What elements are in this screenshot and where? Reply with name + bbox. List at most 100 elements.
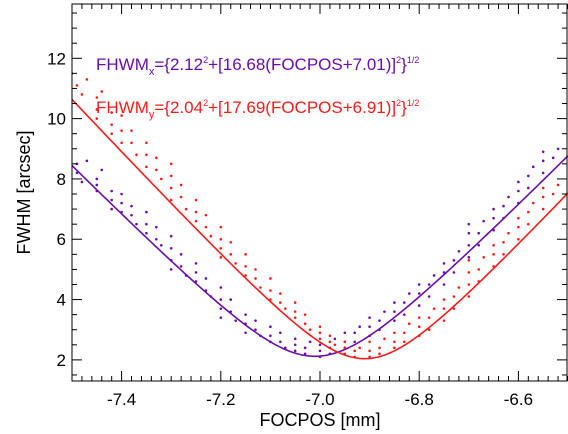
data-point: [179, 265, 183, 268]
y-tick-label: 2: [57, 351, 66, 370]
data-point: [110, 189, 113, 193]
data-point: [135, 153, 138, 157]
data-point: [293, 310, 297, 313]
data-point: [293, 343, 297, 347]
axes: [71, 3, 568, 382]
data-point: [467, 231, 471, 235]
data-point: [244, 313, 247, 316]
data-point: [368, 325, 371, 329]
data-point: [482, 219, 485, 223]
data-point: [393, 301, 396, 304]
data-point: [527, 210, 530, 214]
data-point: [417, 292, 421, 295]
data-point: [403, 340, 406, 344]
data-point: [169, 247, 173, 250]
data-point: [457, 250, 461, 253]
data-point: [234, 319, 237, 322]
data-point: [155, 156, 158, 160]
data-point: [80, 93, 84, 96]
data-point: [393, 319, 396, 322]
y-tick-label: 10: [47, 110, 66, 129]
fit-equation-x: FHWMx={2.122+[16.68(FOCPOS+7.01)]2}1/2: [96, 55, 419, 78]
data-point: [308, 340, 312, 344]
data-point: [343, 346, 347, 350]
data-point: [502, 240, 505, 244]
y-axis-title: FWHM [arcsec]: [14, 131, 34, 255]
data-point: [169, 174, 173, 178]
y-tick-label: 6: [57, 230, 66, 249]
data-point: [551, 192, 555, 196]
data-point: [477, 268, 481, 271]
data-point: [293, 301, 297, 304]
data-point: [120, 141, 123, 145]
data-point: [204, 225, 208, 229]
data-point: [442, 283, 446, 286]
data-point: [169, 234, 173, 238]
data-point: [452, 271, 456, 274]
data-point: [403, 301, 406, 304]
data-point: [120, 192, 123, 196]
data-point: [393, 340, 396, 344]
data-point: [254, 328, 257, 332]
data-point: [427, 283, 431, 286]
data-point: [279, 292, 282, 295]
data-point: [303, 352, 307, 356]
fit-equations: FHWMx={2.122+[16.68(FOCPOS+7.01)]2}1/2 FH…: [96, 55, 419, 121]
data-point: [194, 262, 198, 265]
data-point: [467, 295, 471, 298]
data-point: [194, 198, 198, 202]
data-point: [303, 313, 307, 316]
data-point: [135, 222, 138, 226]
data-point: [95, 108, 99, 111]
data-point: [179, 183, 183, 187]
data-point: [95, 96, 99, 99]
data-point: [308, 328, 312, 332]
data-point: [293, 349, 297, 353]
data-point: [184, 207, 188, 211]
data-point: [318, 343, 322, 347]
data-point: [393, 346, 396, 350]
data-point: [269, 277, 272, 280]
data-point: [279, 301, 282, 304]
data-point: [467, 283, 471, 286]
data-point: [517, 237, 520, 241]
data-point: [234, 262, 237, 265]
data-point: [467, 222, 471, 226]
data-point: [219, 225, 223, 229]
data-point: [393, 310, 396, 313]
data-point: [358, 325, 361, 329]
data-point: [507, 195, 510, 199]
x-tick-label: -6.8: [405, 390, 434, 409]
x-tick-label: -6.6: [504, 390, 533, 409]
data-point: [219, 256, 223, 259]
data-point: [333, 337, 337, 341]
data-point: [130, 204, 133, 208]
data-point: [492, 243, 495, 247]
data-point: [368, 349, 371, 353]
data-point: [517, 189, 520, 193]
data-point: [541, 150, 545, 154]
series-y-points: [72, 72, 560, 359]
data-point: [383, 337, 386, 341]
data-point: [100, 90, 104, 93]
data-point: [229, 298, 233, 301]
data-point: [427, 316, 431, 319]
data-point: [477, 243, 481, 247]
data-point: [145, 222, 148, 226]
data-point: [169, 186, 173, 190]
x-tick-label: -7.4: [107, 390, 136, 409]
data-point: [219, 307, 223, 310]
data-point: [541, 207, 545, 211]
data-point: [432, 307, 436, 310]
data-point: [467, 243, 471, 247]
tick-labels: -7.4 -7.2 -7.0 -6.8 -6.6 2 4 6 8 10 12: [47, 49, 533, 409]
data-point: [269, 325, 272, 329]
data-point: [328, 334, 332, 338]
data-point: [145, 153, 148, 157]
data-point: [194, 219, 198, 223]
data-point: [279, 340, 282, 344]
data-point: [383, 310, 386, 313]
data-point: [209, 234, 213, 238]
